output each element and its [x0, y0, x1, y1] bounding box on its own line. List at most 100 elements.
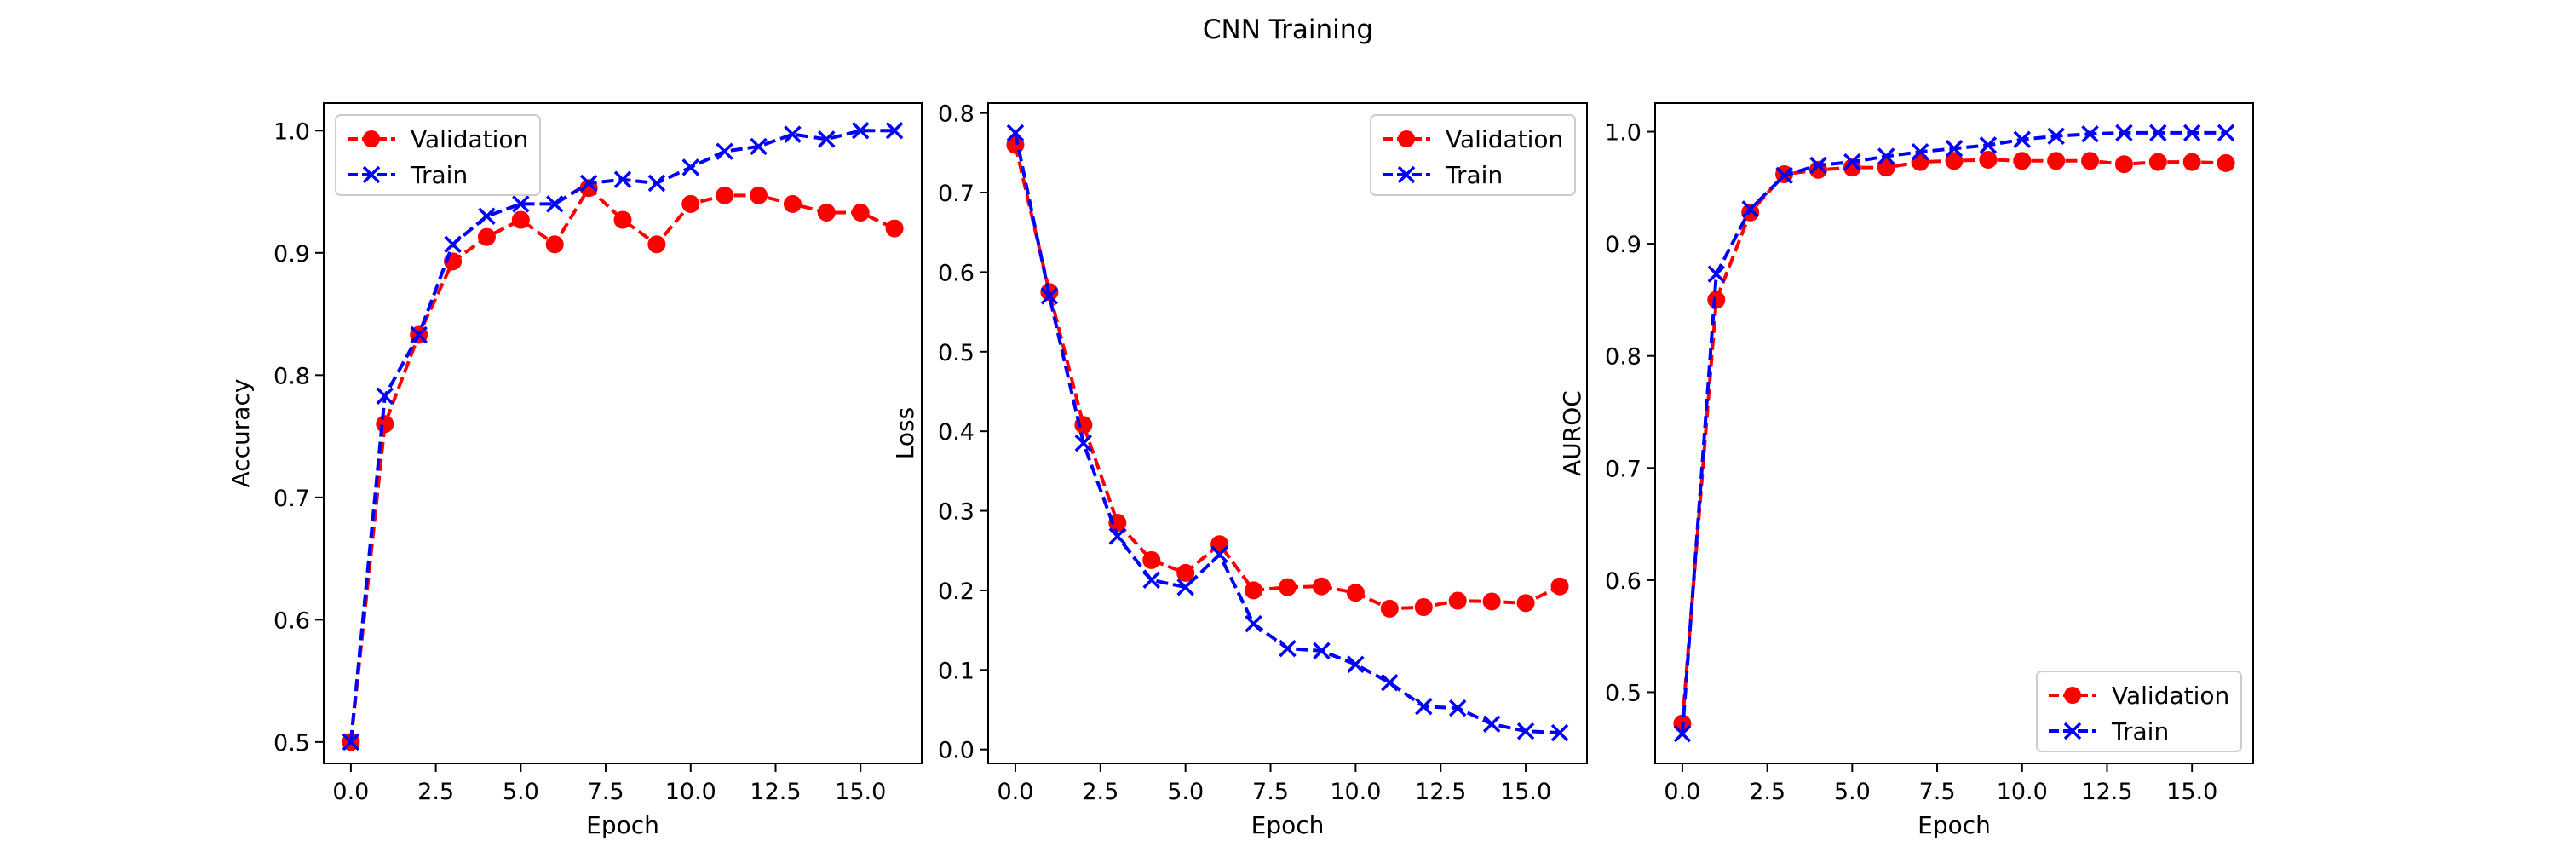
data-point-train-9 [647, 174, 666, 193]
data-point-validation-14 [817, 203, 836, 222]
data-point-train-0 [342, 733, 360, 751]
data-point-train-1 [1040, 287, 1059, 305]
series-line-train [1013, 132, 1561, 735]
data-point-train-15 [2182, 124, 2201, 142]
data-point-validation-5 [1176, 563, 1195, 582]
series-validation [1673, 150, 2235, 733]
plot-frame [323, 102, 923, 764]
data-point-train-14 [818, 130, 836, 148]
data-point-train-2 [410, 325, 428, 344]
y-tick-label: 0.1 [938, 658, 975, 684]
data-point-train-4 [1809, 156, 1827, 175]
x-tick-label: 2.5 [1749, 779, 1785, 805]
data-point-train-10 [2013, 130, 2032, 149]
x-tick-label: 2.5 [1082, 779, 1118, 805]
data-point-train-12 [1415, 698, 1433, 716]
data-point-validation-5 [1843, 158, 1861, 177]
x-tick-label: 15.0 [835, 779, 886, 805]
y-tick-label: 0.5 [1605, 680, 1642, 706]
data-point-validation-10 [681, 194, 700, 213]
x-axis-label: Epoch [586, 811, 659, 839]
data-point-train-0 [1673, 724, 1692, 743]
x-tick-label: 7.5 [588, 779, 624, 805]
data-point-validation-3 [1108, 514, 1127, 532]
data-point-validation-10 [2013, 152, 2032, 170]
y-tick-label: 0.5 [938, 340, 975, 366]
data-point-train-16 [1550, 723, 1569, 742]
series-validation [342, 179, 904, 751]
data-point-validation-9 [647, 235, 666, 254]
data-point-train-1 [376, 387, 394, 405]
data-point-validation-1 [1707, 291, 1726, 309]
subplot-2: 0.0 2.5 5.0 7.5 10.0 12.5 15.0 0.0 0.1 0.2 0.3 0.4 0… [891, 101, 1588, 839]
y-tick-label: 0.7 [938, 181, 975, 207]
data-point-validation-13 [783, 194, 802, 213]
data-point-validation-8 [1945, 152, 1964, 170]
y-tick-label: 0.0 [938, 738, 975, 764]
x-tick-label: 5.0 [1167, 779, 1204, 805]
legend-label-train: Train [2111, 717, 2169, 746]
data-point-validation-13 [1448, 591, 1467, 610]
data-point-validation-12 [2081, 152, 2100, 170]
y-tick-label: 0.9 [273, 241, 310, 268]
x-tick-label: 12.5 [1415, 779, 1466, 805]
data-point-train-3 [444, 235, 462, 254]
x-tick-label: 0.0 [997, 779, 1033, 805]
x-tick-label: 15.0 [2166, 779, 2217, 805]
data-point-train-10 [681, 158, 700, 176]
data-point-validation-15 [1516, 594, 1535, 613]
data-point-validation-14 [1482, 592, 1501, 611]
y-tick-label: 0.7 [273, 486, 310, 512]
y-tick-label: 0.7 [1605, 456, 1642, 482]
data-point-validation-1 [376, 415, 394, 434]
data-point-train-8 [613, 170, 632, 188]
x-tick-label: 12.5 [750, 779, 801, 805]
data-point-validation-5 [511, 210, 530, 229]
series-train [1006, 124, 1569, 742]
series-train [342, 122, 904, 751]
legend-label-train: Train [1445, 161, 1503, 189]
x-tick-label: 2.5 [417, 779, 454, 805]
legend-label-train: Train [410, 161, 468, 189]
figure-title: CNN Training [1203, 14, 1373, 45]
data-point-validation-9 [1312, 577, 1331, 596]
data-point-validation-7 [1245, 581, 1263, 600]
legend-label-validation: Validation [1446, 125, 1563, 153]
subplot-panels: 0.0 2.5 5.0 7.5 10.0 12.5 15.0 0.5 0.6 0.7 0.8 0.9 1… [227, 101, 2254, 839]
legend-marker-validation [2064, 687, 2081, 704]
y-tick-label: 0.3 [938, 499, 975, 526]
data-point-validation-14 [2148, 153, 2167, 171]
data-point-train-15 [1516, 722, 1535, 740]
data-point-train-2 [1074, 434, 1093, 452]
x-tick-label: 12.5 [2081, 779, 2132, 805]
plot-frame [1654, 102, 2254, 764]
data-point-train-6 [1877, 147, 1895, 165]
data-point-train-6 [545, 195, 564, 213]
data-point-validation-13 [2114, 155, 2133, 174]
data-point-train-4 [1142, 571, 1160, 590]
y-axis-label: Accuracy [227, 379, 255, 488]
data-point-validation-12 [750, 186, 768, 204]
data-point-validation-9 [1979, 150, 1998, 169]
series-validation [1006, 135, 1569, 618]
data-point-train-13 [2115, 124, 2133, 142]
data-point-train-7 [1911, 142, 1929, 161]
legend-marker-train [2063, 722, 2082, 740]
x-axis-label: Epoch [1918, 811, 1991, 839]
legend: Validation Train [335, 114, 541, 196]
data-point-train-9 [1979, 136, 1998, 154]
y-axis-label: AUROC [1558, 390, 1586, 476]
data-point-train-10 [1347, 655, 1365, 673]
data-point-train-11 [716, 142, 733, 160]
data-point-validation-8 [1279, 578, 1297, 596]
data-point-train-9 [1313, 642, 1331, 660]
y-tick-label: 0.6 [273, 607, 310, 634]
legend: Validation Train [2036, 671, 2242, 752]
data-point-validation-6 [1877, 158, 1895, 177]
series-train [1673, 124, 2235, 743]
x-tick-label: 10.0 [1997, 779, 2048, 805]
data-point-train-12 [750, 137, 768, 156]
data-point-train-1 [1707, 265, 1726, 283]
data-point-validation-10 [1346, 584, 1365, 602]
